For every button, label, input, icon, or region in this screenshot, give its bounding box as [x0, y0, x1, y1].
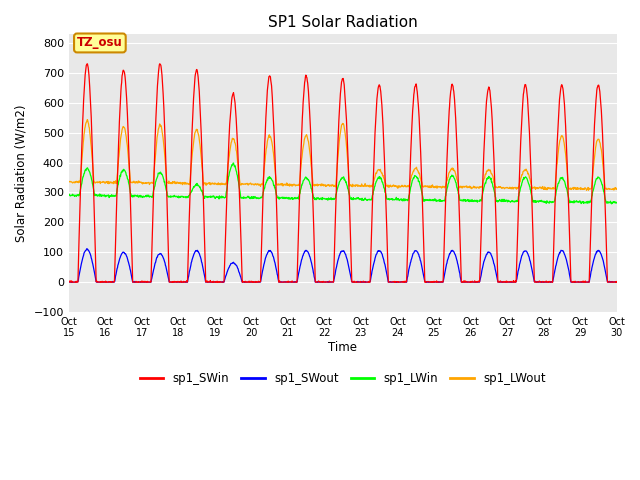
Legend: sp1_SWin, sp1_SWout, sp1_LWin, sp1_LWout: sp1_SWin, sp1_SWout, sp1_LWin, sp1_LWout: [135, 367, 550, 390]
Title: SP1 Solar Radiation: SP1 Solar Radiation: [268, 15, 417, 30]
Text: TZ_osu: TZ_osu: [77, 36, 123, 49]
Y-axis label: Solar Radiation (W/m2): Solar Radiation (W/m2): [15, 104, 28, 242]
X-axis label: Time: Time: [328, 341, 357, 354]
